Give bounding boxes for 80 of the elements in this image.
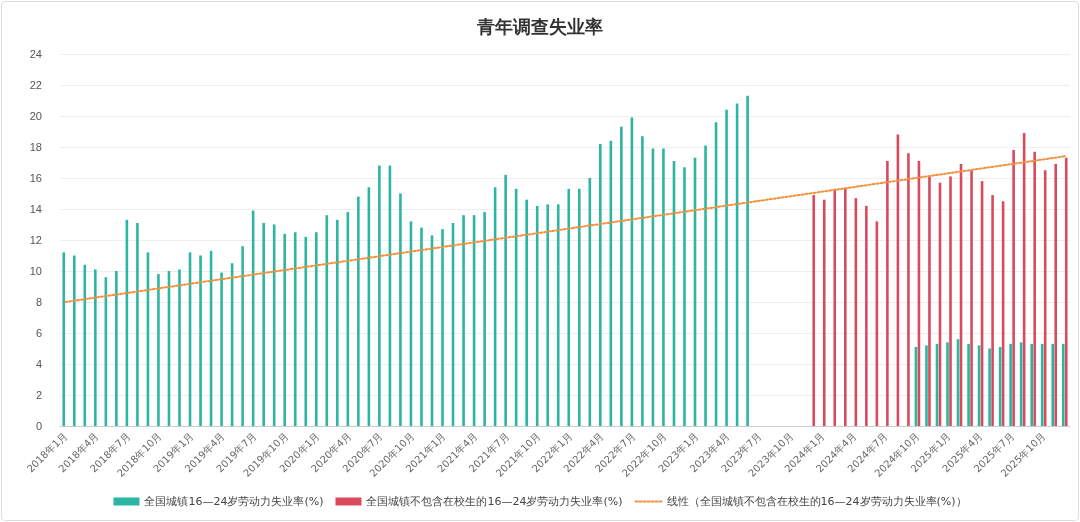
bar (925, 345, 928, 426)
bar (991, 195, 994, 426)
bar (72, 255, 76, 426)
y-tick-label: 4 (35, 358, 42, 370)
bar (157, 274, 160, 426)
bar (1061, 343, 1065, 426)
bar (746, 95, 749, 426)
bar (967, 343, 970, 426)
bar (946, 342, 949, 426)
y-tick-label: 18 (29, 141, 42, 153)
bar (812, 195, 816, 426)
bar (220, 272, 223, 426)
bar (641, 136, 644, 426)
legend-label: 全国城镇16—24岁劳动力失业率(%) (144, 495, 324, 508)
y-tick-label: 22 (29, 79, 42, 91)
bar (262, 222, 265, 426)
bar (314, 232, 318, 426)
bar (1051, 343, 1055, 426)
bar (1012, 150, 1015, 426)
bar (420, 227, 423, 426)
y-tick-label: 0 (35, 420, 42, 432)
bar (483, 212, 486, 426)
legend-label: 线性（全国城镇不包含在校生的16—24岁劳动力失业率(%)） (666, 495, 967, 508)
bar (94, 269, 97, 426)
bar (293, 232, 297, 426)
bar (886, 160, 889, 426)
bar (357, 196, 360, 426)
bar (462, 215, 465, 426)
bar (199, 255, 202, 426)
bar (949, 176, 952, 426)
y-tick-label: 8 (35, 296, 42, 308)
bar (833, 188, 837, 426)
bar (525, 199, 528, 426)
bar (599, 143, 602, 426)
y-tick-label: 6 (35, 327, 42, 339)
bar (725, 109, 728, 426)
bar (378, 165, 381, 426)
bar (178, 269, 181, 426)
bar (704, 145, 707, 426)
bar (662, 148, 665, 426)
bar (683, 167, 686, 426)
bar (304, 236, 308, 426)
bar (115, 271, 118, 426)
bar (399, 193, 402, 426)
bar (1040, 343, 1044, 426)
y-tick-label: 2 (35, 389, 42, 401)
legend-label: 全国城镇不包含在校生的16—24岁劳动力失业率(%) (366, 495, 623, 508)
bar (441, 229, 444, 426)
bar (1064, 157, 1068, 426)
y-tick-label: 12 (29, 234, 42, 246)
chart-title: 青年调查失业率 (476, 15, 603, 37)
bar (556, 204, 560, 426)
bar (136, 222, 139, 426)
bar (1033, 151, 1036, 426)
bar (907, 153, 910, 426)
bar (283, 233, 286, 426)
bar (62, 252, 66, 426)
bar (1009, 343, 1012, 426)
bar (970, 170, 973, 426)
y-tick-label: 24 (29, 48, 42, 60)
bar (535, 205, 539, 426)
y-tick-label: 16 (29, 172, 42, 184)
bar (822, 199, 826, 426)
bar (620, 126, 623, 426)
bar (577, 188, 581, 426)
bar (988, 348, 991, 426)
bar (567, 188, 571, 426)
bar (325, 215, 329, 426)
bar (546, 204, 550, 426)
bar (865, 205, 868, 426)
bar (1030, 343, 1033, 426)
y-tick-label: 10 (29, 265, 42, 277)
bar (504, 174, 507, 426)
y-tick-label: 14 (29, 203, 42, 215)
bar (928, 176, 931, 426)
y-tick-label: 20 (29, 110, 42, 122)
bar (336, 219, 339, 426)
bar (1054, 164, 1058, 426)
bar (241, 246, 244, 426)
bar (844, 188, 847, 426)
